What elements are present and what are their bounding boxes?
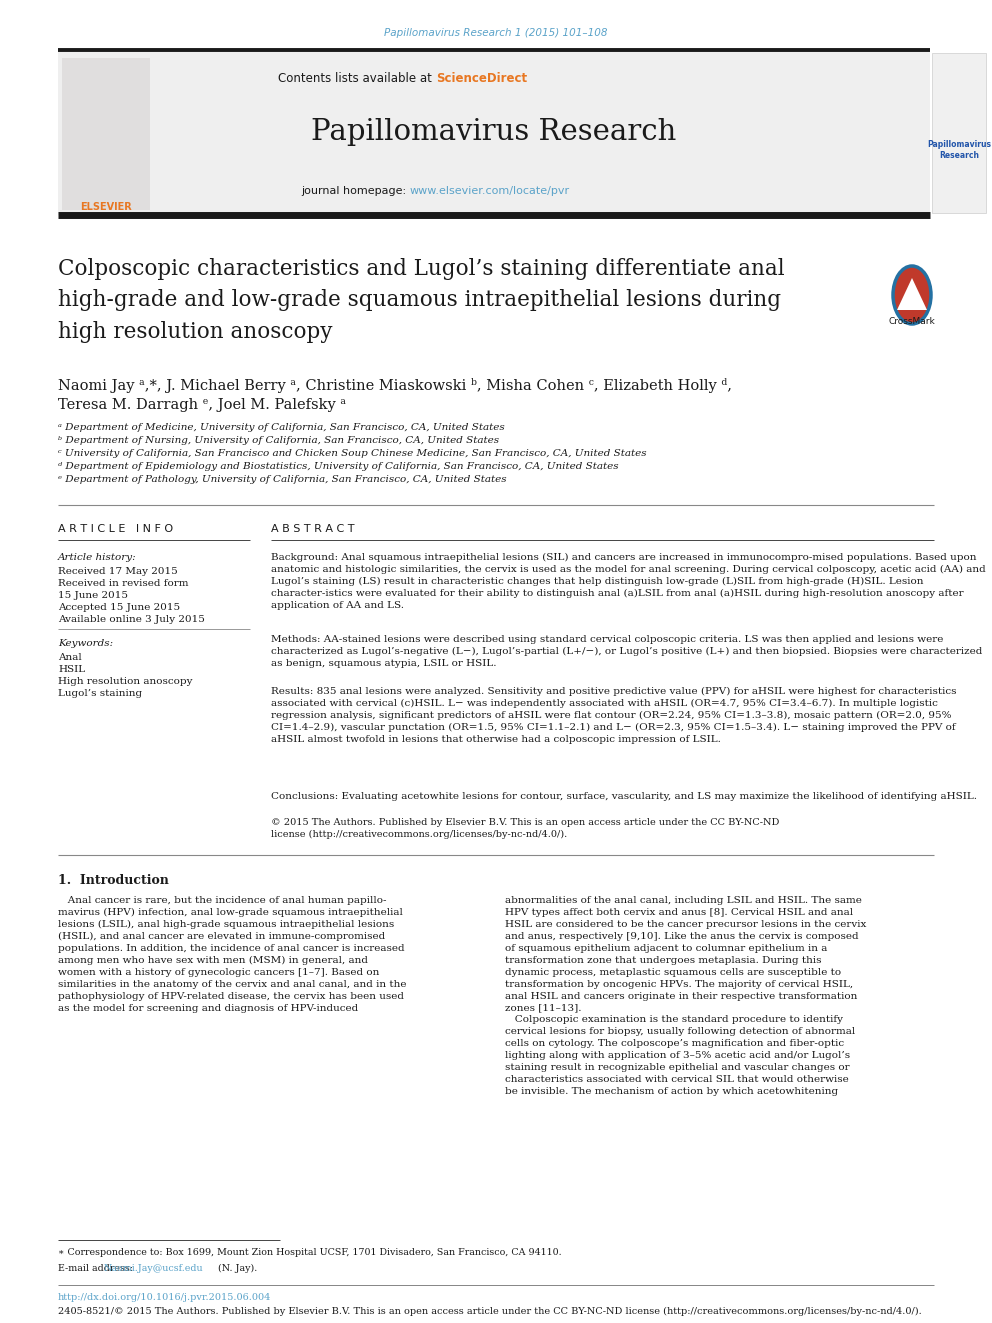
Text: Received 17 May 2015: Received 17 May 2015: [58, 568, 178, 576]
Text: Naomi Jay ᵃ,*, J. Michael Berry ᵃ, Christine Miaskowski ᵇ, Misha Cohen ᶜ, Elizab: Naomi Jay ᵃ,*, J. Michael Berry ᵃ, Chris…: [58, 378, 732, 413]
Text: Received in revised form: Received in revised form: [58, 579, 188, 587]
Text: Papillomavirus Research 1 (2015) 101–108: Papillomavirus Research 1 (2015) 101–108: [384, 28, 608, 38]
Polygon shape: [897, 278, 927, 310]
Text: CrossMark: CrossMark: [889, 318, 935, 327]
Text: Papillomavirus
Research: Papillomavirus Research: [927, 140, 991, 160]
Text: ᵈ Department of Epidemiology and Biostatistics, University of California, San Fr: ᵈ Department of Epidemiology and Biostat…: [58, 462, 619, 471]
Text: Papillomavirus Research: Papillomavirus Research: [311, 118, 677, 146]
Ellipse shape: [893, 266, 931, 324]
Text: abnormalities of the anal canal, including LSIL and HSIL. The same
HPV types aff: abnormalities of the anal canal, includi…: [505, 896, 866, 1095]
Text: Lugol’s staining: Lugol’s staining: [58, 689, 142, 699]
Text: Conclusions: Evaluating acetowhite lesions for contour, surface, vascularity, an: Conclusions: Evaluating acetowhite lesio…: [271, 792, 977, 800]
Text: Methods: AA-stained lesions were described using standard cervical colposcopic c: Methods: AA-stained lesions were describ…: [271, 635, 982, 668]
Text: Results: 835 anal lesions were analyzed. Sensitivity and positive predictive val: Results: 835 anal lesions were analyzed.…: [271, 687, 956, 745]
Text: Keywords:: Keywords:: [58, 639, 113, 648]
Text: High resolution anoscopy: High resolution anoscopy: [58, 677, 192, 687]
Text: Article history:: Article history:: [58, 553, 137, 562]
Text: ∗ Correspondence to: Box 1699, Mount Zion Hospital UCSF, 1701 Divisadero, San Fr: ∗ Correspondence to: Box 1699, Mount Zio…: [58, 1248, 561, 1257]
Bar: [62, 58, 150, 210]
Text: Anal: Anal: [58, 654, 81, 662]
Text: ᵇ Department of Nursing, University of California, San Francisco, CA, United Sta: ᵇ Department of Nursing, University of C…: [58, 437, 499, 445]
Text: ᵉ Department of Pathology, University of California, San Francisco, CA, United S: ᵉ Department of Pathology, University of…: [58, 475, 507, 484]
Text: ᵃ Department of Medicine, University of California, San Francisco, CA, United St: ᵃ Department of Medicine, University of …: [58, 423, 505, 433]
Bar: [932, 53, 986, 213]
Text: http://dx.doi.org/10.1016/j.pvr.2015.06.004: http://dx.doi.org/10.1016/j.pvr.2015.06.…: [58, 1293, 272, 1302]
Text: A B S T R A C T: A B S T R A C T: [271, 524, 354, 534]
Text: A R T I C L E   I N F O: A R T I C L E I N F O: [58, 524, 174, 534]
Bar: [58, 50, 930, 216]
Text: Anal cancer is rare, but the incidence of anal human papillo-
mavirus (HPV) infe: Anal cancer is rare, but the incidence o…: [58, 896, 407, 1013]
Text: 15 June 2015: 15 June 2015: [58, 591, 128, 601]
Text: (N. Jay).: (N. Jay).: [215, 1263, 257, 1273]
Text: ScienceDirect: ScienceDirect: [436, 71, 527, 85]
Text: E-mail address:: E-mail address:: [58, 1263, 136, 1273]
Text: Available online 3 July 2015: Available online 3 July 2015: [58, 615, 205, 624]
Text: ELSEVIER: ELSEVIER: [80, 202, 132, 212]
Text: HSIL: HSIL: [58, 665, 85, 673]
Text: 2405-8521/© 2015 The Authors. Published by Elsevier B.V. This is an open access : 2405-8521/© 2015 The Authors. Published …: [58, 1307, 922, 1316]
Text: 1.  Introduction: 1. Introduction: [58, 875, 169, 886]
Text: Contents lists available at: Contents lists available at: [279, 71, 436, 85]
Text: ᶜ University of California, San Francisco and Chicken Soup Chinese Medicine, San: ᶜ University of California, San Francisc…: [58, 448, 647, 458]
Text: Naomi.Jay@ucsf.edu: Naomi.Jay@ucsf.edu: [104, 1263, 203, 1273]
Text: www.elsevier.com/locate/pvr: www.elsevier.com/locate/pvr: [410, 187, 570, 196]
Text: Background: Anal squamous intraepithelial lesions (SIL) and cancers are increase: Background: Anal squamous intraepithelia…: [271, 553, 986, 610]
Text: Colposcopic characteristics and Lugol’s staining differentiate anal
high-grade a: Colposcopic characteristics and Lugol’s …: [58, 258, 785, 343]
Text: © 2015 The Authors. Published by Elsevier B.V. This is an open access article un: © 2015 The Authors. Published by Elsevie…: [271, 818, 780, 839]
Text: journal homepage:: journal homepage:: [302, 187, 410, 196]
Text: Accepted 15 June 2015: Accepted 15 June 2015: [58, 603, 181, 613]
